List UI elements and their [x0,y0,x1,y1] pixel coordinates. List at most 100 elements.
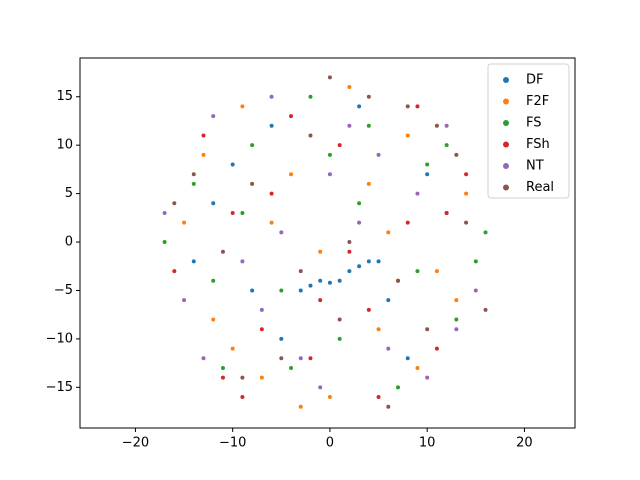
point [279,356,284,361]
point [483,307,488,312]
point [347,85,352,90]
point [337,336,342,341]
point [327,75,332,80]
y-tick-label: −15 [46,380,73,395]
point [191,181,196,186]
point [415,269,420,274]
point [230,162,235,167]
point [444,123,449,128]
legend-marker [503,163,509,169]
point [182,298,187,303]
point [269,220,274,225]
legend-label: Real [526,180,554,195]
point [357,264,362,269]
point [269,123,274,128]
point [327,172,332,177]
point [269,94,274,99]
point [259,307,264,312]
point [259,375,264,380]
point [298,288,303,293]
point [376,259,381,264]
point [386,298,391,303]
point [182,220,187,225]
point [289,365,294,370]
point [386,230,391,235]
point [366,307,371,312]
point [220,365,225,370]
point [405,133,410,138]
point [172,201,177,206]
point [425,375,430,380]
point [366,123,371,128]
y-tick-label: 15 [56,89,73,104]
legend-label: F2F [526,94,549,109]
point [454,317,459,322]
point [405,220,410,225]
y-tick-label: −10 [46,331,73,346]
point [201,356,206,361]
point [211,201,216,206]
point [444,143,449,148]
point [473,288,478,293]
point [230,210,235,215]
point [211,317,216,322]
point [240,375,245,380]
x-tick-label: −20 [122,436,149,451]
point [308,133,313,138]
legend-marker [503,141,509,148]
point [386,404,391,409]
point [366,259,371,264]
point [308,356,313,361]
point [347,269,352,274]
point [396,385,401,390]
point [279,230,284,235]
point [327,152,332,157]
point [473,259,478,264]
point [366,181,371,186]
point [220,249,225,254]
point [308,94,313,99]
point [211,278,216,283]
point [425,162,430,167]
y-tick-label: 0 [65,235,73,250]
legend-label: NT [526,159,544,174]
point [337,278,342,283]
point [357,220,362,225]
point [250,143,255,148]
point [298,269,303,274]
legend-marker [503,98,509,105]
point [415,191,420,196]
point [327,395,332,400]
point [318,385,323,390]
plot-frame [79,57,576,429]
point [337,317,342,322]
y-tick-label: 5 [65,186,73,201]
point [386,346,391,351]
point [454,152,459,157]
point [191,259,196,264]
point [444,210,449,215]
point [454,298,459,303]
point [220,375,225,380]
point [327,280,332,285]
point [172,269,177,274]
point [298,356,303,361]
legend-label: FS [526,116,542,131]
point [279,336,284,341]
point [454,327,459,332]
x-tick-label: −10 [219,436,246,451]
x-tick-label: 20 [516,436,533,451]
point [425,172,430,177]
legend-marker [503,120,509,126]
point [347,240,352,245]
point [230,346,235,351]
x-tick-label: 0 [326,436,334,451]
point [240,210,245,215]
point [464,220,469,225]
point [162,240,167,245]
point [357,104,362,109]
point [308,283,313,288]
point [250,181,255,186]
point [279,288,284,293]
